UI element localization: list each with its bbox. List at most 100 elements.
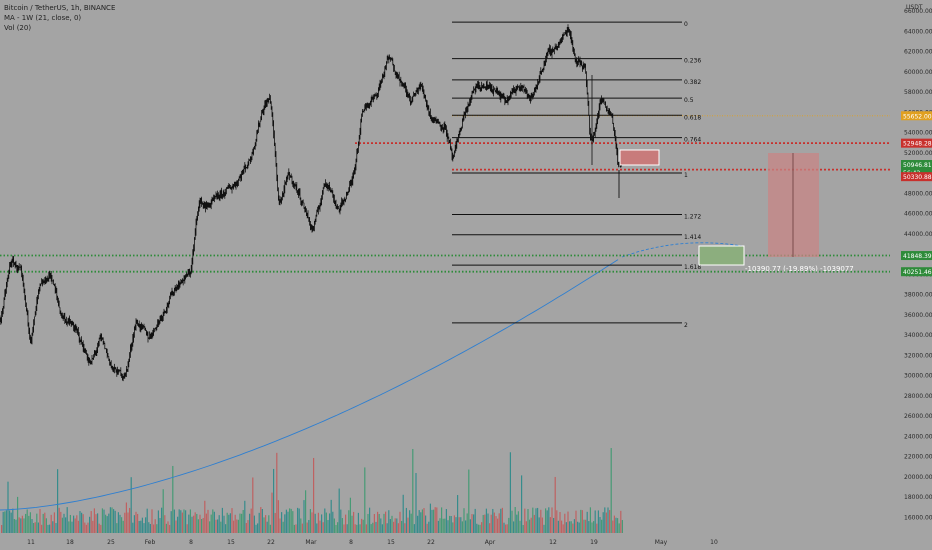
- time-tick: 22: [267, 539, 275, 546]
- volume-bar: [564, 513, 566, 533]
- volume-bar: [457, 495, 459, 533]
- volume-bar: [532, 507, 534, 533]
- volume-bar: [23, 518, 25, 533]
- volume-indicator-label[interactable]: Vol (20): [4, 24, 32, 32]
- volume-bar: [242, 510, 244, 533]
- volume-bar: [530, 517, 532, 533]
- volume-bar: [417, 515, 419, 533]
- volume-bar: [47, 524, 49, 533]
- volume-bar: [589, 507, 591, 533]
- currency-label: USDT: [906, 4, 923, 11]
- volume-bar: [601, 519, 603, 533]
- volume-bar: [615, 517, 617, 533]
- volume-bar: [338, 488, 340, 533]
- volume-bar: [437, 520, 439, 533]
- volume-bar: [450, 516, 452, 533]
- volume-bar: [425, 515, 427, 533]
- volume-bar: [129, 507, 131, 533]
- volume-bar: [481, 522, 483, 533]
- volume-bar: [122, 520, 124, 533]
- volume-bar: [77, 520, 79, 533]
- volume-bar: [250, 508, 252, 533]
- volume-bar: [508, 517, 510, 533]
- ma-indicator-label[interactable]: MA - 1W (21, close, 0): [4, 14, 82, 22]
- volume-bar: [156, 524, 158, 533]
- volume-bar: [604, 507, 606, 533]
- volume-bar: [319, 520, 321, 533]
- volume-bar: [260, 507, 262, 533]
- volume-bar: [345, 514, 347, 533]
- volume-bar: [244, 500, 246, 533]
- fib-label: 0.236: [684, 58, 701, 65]
- volume-bar: [178, 509, 180, 533]
- volume-bar: [63, 513, 65, 533]
- volume-bar: [357, 512, 359, 533]
- volume-bar: [111, 507, 113, 533]
- volume-bar: [50, 514, 52, 533]
- horizontal-lines[interactable]: [0, 115, 890, 273]
- volume-bar: [106, 516, 108, 533]
- time-axis[interactable]: 11 18 25 Feb 8 15 22 Mar 8 15 22 Apr 12 19 May 10: [27, 539, 718, 546]
- volume-bar: [58, 507, 60, 533]
- volume-bar: [559, 512, 561, 533]
- volume-bar: [527, 509, 529, 533]
- volume-bar: [53, 512, 55, 533]
- volume-bar: [553, 517, 555, 533]
- price-tag-bg: [901, 111, 932, 121]
- volume-bar: [141, 517, 143, 533]
- volume-bar: [578, 522, 580, 533]
- price-tick: 54000.00: [904, 130, 932, 137]
- time-tick: 25: [107, 539, 115, 546]
- volume-bar: [607, 507, 609, 533]
- volume-bar: [452, 522, 454, 533]
- fib-extension[interactable]: 0 0.236 0.382 0.5 0.618 0.764 1 1.272 1.414 1.618…: [452, 21, 701, 329]
- volume-bar: [477, 524, 479, 533]
- volume-bar: [445, 509, 447, 533]
- price-tick: 66000.00: [904, 8, 932, 15]
- volume-bar: [617, 518, 619, 533]
- volume-bar: [585, 519, 587, 533]
- volume-bar: [84, 522, 86, 533]
- volume-bar: [271, 492, 273, 533]
- price-tick: 26000.00: [904, 413, 932, 420]
- volume-bar: [610, 448, 612, 533]
- volume-bar: [225, 524, 227, 533]
- volume-bar: [229, 513, 231, 533]
- volume-bar: [372, 522, 374, 533]
- volume-bar: [439, 518, 441, 533]
- volume-bar: [506, 524, 508, 533]
- volume-bar: [87, 522, 89, 533]
- volume-bar: [423, 508, 425, 533]
- volume-bar: [498, 513, 500, 533]
- drawn-rectangles[interactable]: -10390.77 (-19.89%) -1039077: [619, 149, 854, 273]
- volume-bar: [493, 512, 495, 533]
- volume-bar: [255, 524, 257, 533]
- symbol-title[interactable]: Bitcoin / TetherUS, 1h, BINANCE: [4, 4, 116, 12]
- price-tag-bg: [901, 138, 932, 148]
- volume-bar: [356, 524, 358, 533]
- volume-bar: [177, 516, 179, 533]
- price-tick: 16000.00: [904, 514, 932, 521]
- ma-line: [0, 242, 743, 511]
- price-tick: 60000.00: [904, 69, 932, 76]
- volume-bar: [295, 524, 297, 533]
- time-tick: 11: [27, 539, 35, 546]
- volume-bar: [415, 473, 417, 533]
- volume-bar: [581, 510, 583, 533]
- price-tick: 48000.00: [904, 190, 932, 197]
- current-price: 50946.81: [903, 162, 932, 169]
- volume-bar: [359, 524, 361, 533]
- volume-bar: [487, 513, 489, 533]
- volume-bar: [125, 502, 127, 533]
- time-tick: 15: [227, 539, 235, 546]
- volume-bar: [620, 510, 622, 533]
- volume-bar: [285, 509, 287, 533]
- volume-bar: [65, 517, 67, 533]
- price-tick: 52000.00: [904, 150, 932, 157]
- price-tick: 64000.00: [904, 28, 932, 35]
- volume-bar: [108, 513, 110, 533]
- volume-bar: [73, 515, 75, 533]
- time-tick: 8: [349, 539, 353, 546]
